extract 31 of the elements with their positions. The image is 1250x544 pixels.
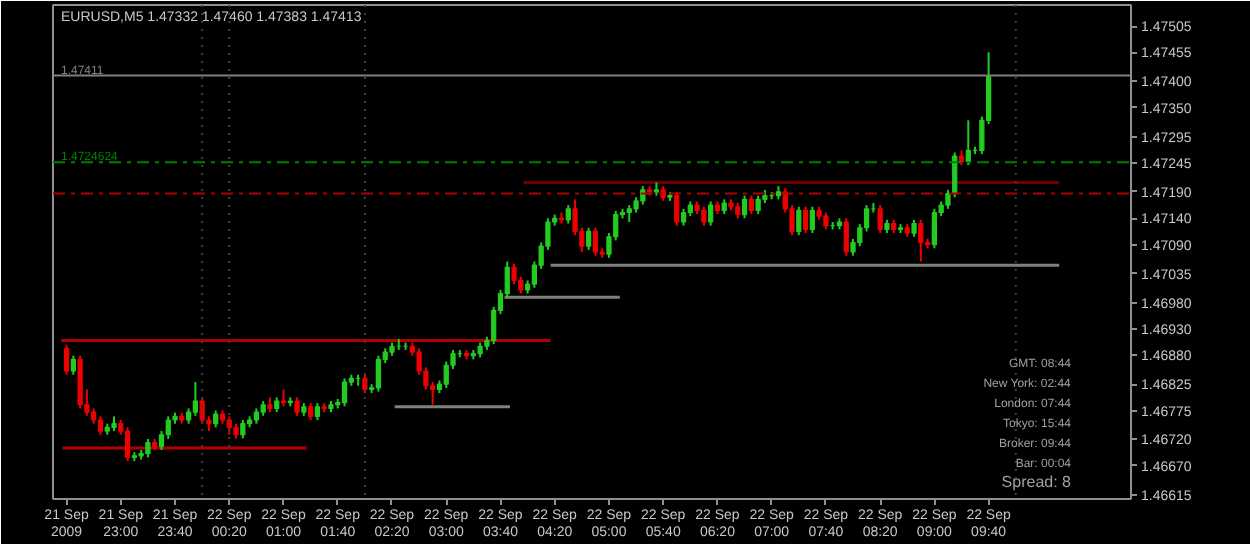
candlestick xyxy=(877,204,883,235)
candlestick xyxy=(192,381,199,417)
candlestick xyxy=(809,205,815,235)
candlestick xyxy=(341,377,348,408)
candlestick xyxy=(511,262,517,286)
candlestick xyxy=(165,415,171,440)
candlestick xyxy=(931,207,938,250)
candlestick xyxy=(63,343,70,376)
candlestick xyxy=(918,218,924,263)
candlestick xyxy=(701,205,707,227)
candlestick xyxy=(843,217,849,257)
candlestick xyxy=(70,354,76,376)
candlestick xyxy=(226,415,232,436)
candlestick xyxy=(145,437,151,459)
candlestick xyxy=(748,194,754,216)
candlestick xyxy=(565,204,571,225)
candlestick xyxy=(592,226,599,257)
candlestick xyxy=(585,226,592,251)
candlestick xyxy=(375,354,382,393)
candlestick xyxy=(708,200,714,227)
candlestick xyxy=(802,205,809,235)
candlestick xyxy=(741,194,748,220)
candlestick xyxy=(97,415,104,436)
candlestick xyxy=(796,205,802,237)
candlestick xyxy=(294,396,300,417)
candlestick xyxy=(240,419,246,440)
candlestick xyxy=(77,354,83,410)
candlestick xyxy=(124,426,131,463)
annotation: Spread: 8 xyxy=(1001,473,1073,491)
candlestick xyxy=(755,194,761,216)
candlestick xyxy=(674,190,680,227)
